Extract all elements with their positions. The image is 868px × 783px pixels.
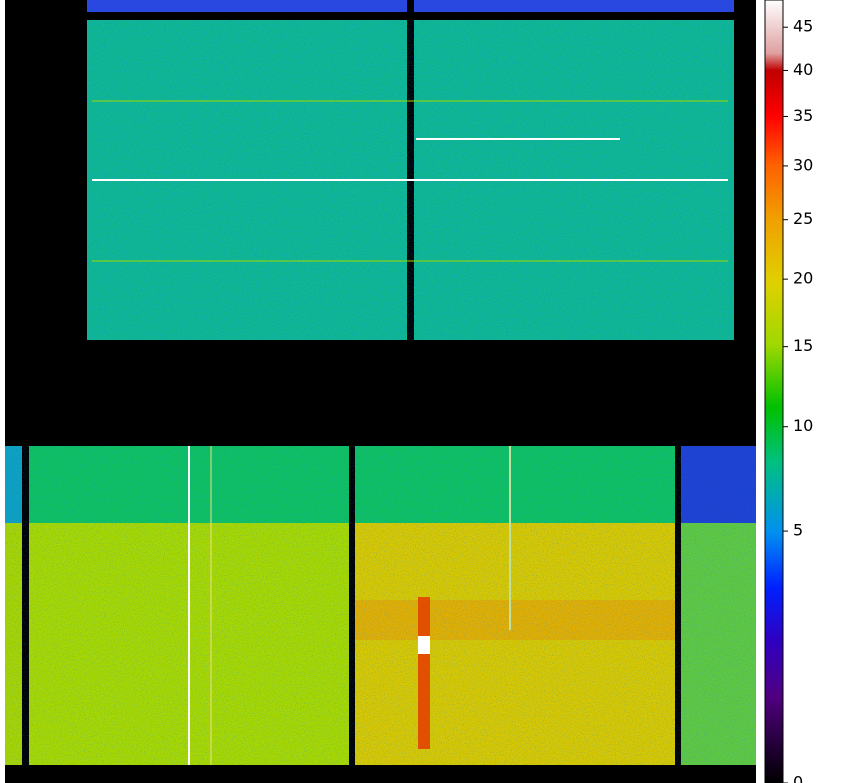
tick-label: 0 — [793, 773, 803, 783]
tick-label: 5 — [793, 521, 803, 540]
tick-label: 35 — [793, 106, 813, 125]
tick-label: 25 — [793, 209, 813, 228]
detector-image — [5, 0, 756, 783]
colorbar-ticks: 0 5 10 15 20 25 30 35 40 45 — [783, 17, 813, 783]
tick-label: 20 — [793, 269, 813, 288]
colorbar: 0 5 10 15 20 25 30 35 40 45 — [764, 0, 813, 783]
tick-label: 15 — [793, 336, 813, 355]
tick-label: 45 — [793, 17, 813, 36]
tick-label: 10 — [793, 416, 813, 435]
tick-label: 30 — [793, 155, 813, 174]
tick-label: 40 — [793, 60, 813, 79]
